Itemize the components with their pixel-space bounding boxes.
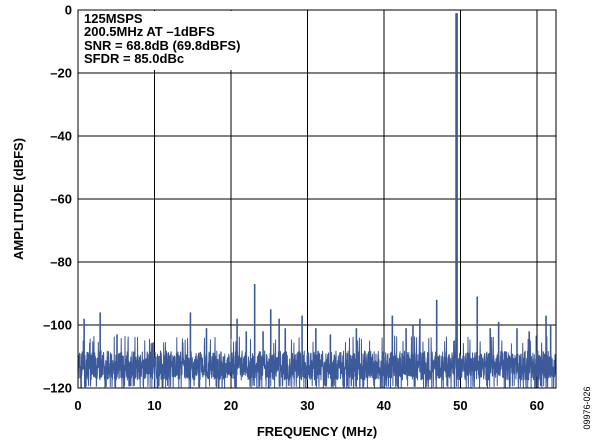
grid — [78, 10, 556, 388]
annotation-input-frequency: 200.5MHz AT –1dBFS — [84, 24, 215, 39]
x-tick-label: 30 — [300, 398, 314, 413]
y-tick-label: –60 — [50, 192, 72, 207]
x-axis-ticks: 0 10 20 30 40 50 60 — [74, 398, 544, 413]
y-axis-label: AMPLITUDE (dBFS) — [11, 138, 26, 260]
annotation-sfdr: SFDR = 85.0dBc — [84, 51, 184, 66]
annotation-sample-rate: 125MSPS — [84, 11, 143, 26]
annotation-snr: SNR = 68.8dB (69.8dBFS) — [84, 38, 240, 53]
y-tick-label: 0 — [65, 3, 72, 18]
x-axis-label: FREQUENCY (MHz) — [257, 424, 377, 439]
spectrum-trace-layer — [77, 13, 557, 389]
x-tick-label: 40 — [377, 398, 391, 413]
y-tick-label: –40 — [50, 129, 72, 144]
annotation-box: 125MSPS 200.5MHz AT –1dBFS SNR = 68.8dB … — [84, 11, 240, 66]
y-axis-ticks: 0 –20 –40 –60 –80 –100 –120 — [43, 3, 72, 396]
x-tick-label: 60 — [530, 398, 544, 413]
y-tick-label: –20 — [50, 66, 72, 81]
annotation-background — [79, 11, 275, 70]
y-tick-label: –120 — [43, 381, 72, 396]
noise-floor-trace — [77, 335, 557, 389]
x-tick-label: 50 — [453, 398, 467, 413]
x-tick-label: 20 — [224, 398, 238, 413]
y-tick-label: –100 — [43, 318, 72, 333]
y-tick-label: –80 — [50, 255, 72, 270]
figure-code: 09976-026 — [582, 386, 592, 429]
x-tick-label: 10 — [147, 398, 161, 413]
plot-frame — [77, 9, 557, 389]
x-tick-label: 0 — [74, 398, 81, 413]
